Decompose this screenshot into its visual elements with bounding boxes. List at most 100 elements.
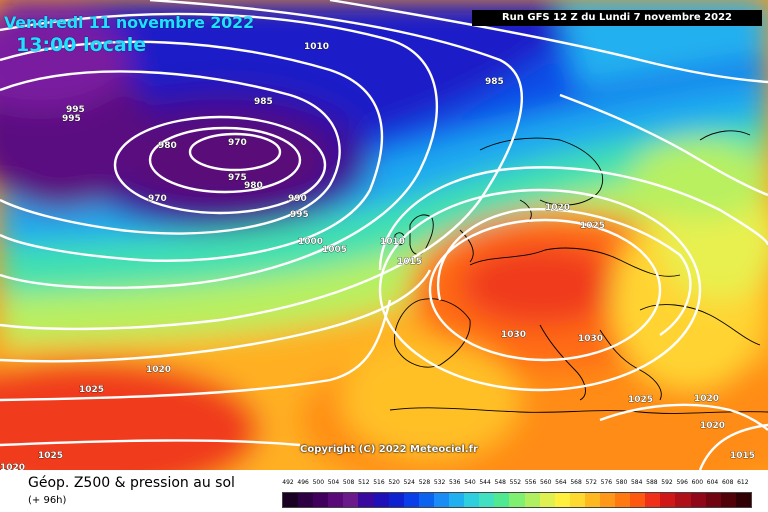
- forecast-lead-time: (+ 96h): [28, 495, 67, 506]
- color-scale-swatch: [358, 493, 374, 507]
- color-scale-tick: 548: [494, 479, 506, 486]
- isobar-label: 1015: [730, 451, 755, 461]
- color-scale-tick: 608: [721, 479, 734, 486]
- color-scale-tick: 492: [282, 479, 294, 486]
- isobar-label: 1030: [578, 334, 603, 344]
- color-scale-tick: 520: [388, 479, 400, 486]
- color-scale-tick: 496: [297, 479, 309, 486]
- isobar-label: 1020: [700, 421, 725, 431]
- color-scale-tick: 596: [676, 479, 688, 486]
- color-scale-swatch: [509, 493, 525, 507]
- color-scale-swatch: [524, 493, 540, 507]
- color-scale-tick: 544: [479, 479, 491, 486]
- isobar-label: 1010: [380, 237, 405, 247]
- color-scale-swatch: [720, 493, 736, 507]
- isobar-label: 980: [158, 141, 177, 151]
- color-scale-tick: 500: [312, 479, 325, 486]
- map-title: Géop. Z500 & pression au sol: [28, 475, 235, 491]
- copyright-text: Copyright (C) 2022 Meteociel.fr: [300, 444, 478, 455]
- color-scale-tick: 536: [449, 479, 461, 486]
- color-scale-tick: 504: [327, 479, 340, 486]
- color-scale-tick: 528: [418, 479, 431, 486]
- color-scale-swatch: [584, 493, 600, 507]
- isobar-label: 1025: [628, 395, 653, 405]
- color-scale-swatch: [464, 493, 480, 507]
- color-scale-swatch: [298, 493, 314, 507]
- color-scale-tick: 556: [524, 479, 537, 486]
- isobar-label: 975: [228, 173, 247, 183]
- isobar-label: 985: [254, 97, 273, 107]
- model-run-label: Run GFS 12 Z du Lundi 7 novembre 2022: [472, 10, 762, 26]
- isobar-label: 1025: [79, 385, 104, 395]
- isobar-label: 1000: [298, 237, 323, 247]
- color-scale-swatch: [554, 493, 570, 507]
- color-scale-swatch: [479, 493, 495, 507]
- isobar-label: 970: [148, 194, 167, 204]
- color-scale-tick: 588: [646, 479, 658, 486]
- color-scale-swatch: [418, 493, 434, 507]
- color-scale-swatch: [615, 493, 631, 507]
- color-scale-tick: 540: [464, 479, 476, 486]
- color-scale-swatch: [403, 493, 419, 507]
- color-scale-swatch: [675, 493, 691, 507]
- color-scale-tick: 604: [706, 479, 719, 486]
- color-scale-swatch: [494, 493, 510, 507]
- isobar-label: 1025: [38, 451, 63, 461]
- isobar-label: 1020: [545, 203, 570, 213]
- isobar-label: 1020: [694, 394, 719, 404]
- color-scale-tick: 564: [555, 479, 567, 486]
- color-scale-swatch: [735, 493, 751, 507]
- forecast-date: Vendredi 11 novembre 2022: [4, 13, 254, 32]
- isobar-label: 995: [62, 114, 81, 124]
- isobar-label: 1030: [501, 330, 526, 340]
- color-scale-tick: 584: [630, 479, 643, 486]
- isobar-label: 1020: [146, 365, 171, 375]
- color-scale-swatch: [433, 493, 450, 507]
- color-scale-tick: 560: [540, 479, 552, 486]
- color-scale-tick: 524: [403, 479, 415, 486]
- color-scale-tick: 512: [358, 479, 370, 486]
- color-scale-swatch: [388, 493, 404, 507]
- color-scale-swatch: [630, 493, 646, 507]
- color-scale-tick: 592: [661, 479, 673, 486]
- color-scale-swatch: [645, 493, 661, 507]
- color-scale-swatch: [705, 493, 721, 507]
- isobar-label: 970: [228, 138, 247, 148]
- color-scale-swatch: [599, 493, 616, 507]
- color-scale-swatch: [539, 493, 555, 507]
- color-scale-swatch: [313, 493, 329, 507]
- color-scale-swatch: [283, 493, 299, 507]
- color-scale-tick: 580: [615, 479, 628, 486]
- legend-bar: Géop. Z500 & pression au sol (+ 96h) 492…: [0, 470, 768, 512]
- isobars: [0, 0, 768, 470]
- isobar-label: 1010: [304, 42, 329, 52]
- color-scale: [282, 492, 752, 508]
- color-scale-tick: 576: [600, 479, 613, 486]
- isobar-label: 995: [290, 210, 309, 220]
- color-scale-swatch: [343, 493, 359, 507]
- weather-map: 1010 985 995 995 985 980 970 975 980 970…: [0, 0, 768, 470]
- isobar-label: 980: [244, 181, 263, 191]
- color-scale-tick: 508: [342, 479, 355, 486]
- color-scale-swatch: [328, 493, 344, 507]
- color-scale-tick: 516: [373, 479, 385, 486]
- color-scale-swatch: [660, 493, 676, 507]
- isobar-label: 1020: [0, 463, 25, 470]
- map-canvas: 1010 985 995 995 985 980 970 975 980 970…: [0, 0, 768, 470]
- forecast-time: 13:00 locale: [16, 34, 147, 56]
- isobar-label: 1025: [580, 221, 605, 231]
- color-scale-tick: 568: [570, 479, 582, 486]
- isobar-label: 995: [66, 105, 85, 115]
- color-scale-tick: 572: [585, 479, 597, 486]
- geopotential-field: 1010 985 995 995 985 980 970 975 980 970…: [0, 0, 768, 470]
- color-scale-swatch: [449, 493, 465, 507]
- color-scale-tick: 612: [737, 479, 749, 486]
- isobar-labels: 1010 985 995 995 985 980 970 975 980 970…: [0, 42, 755, 470]
- color-scale-swatch: [690, 493, 706, 507]
- color-scale-tick: 600: [691, 479, 704, 486]
- color-scale-swatch: [569, 493, 585, 507]
- color-scale-tick: 552: [509, 479, 522, 486]
- color-scale-ticks: 492 496 500 504 508 512 516 520 524 528 532 536 540 5…: [282, 479, 752, 489]
- isobar-label: 1005: [322, 245, 347, 255]
- color-scale-tick: 532: [433, 479, 446, 486]
